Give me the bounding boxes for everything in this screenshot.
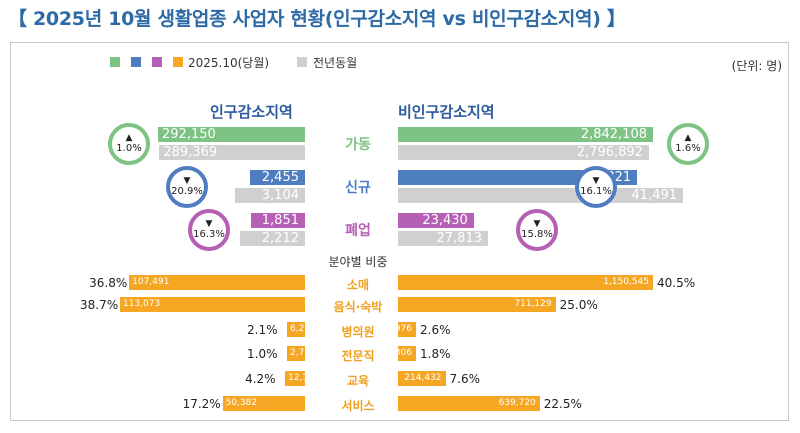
industry-right-value-2: 74,976 [380, 324, 413, 334]
right-previous-bar-2 [398, 231, 488, 246]
up-arrow-icon: ▲ [125, 133, 133, 143]
industry-left-value-4: 12,182 [288, 373, 320, 383]
change-percent: 16.1% [580, 186, 612, 197]
left-region-header: 인구감소지역 [210, 103, 293, 121]
industry-right-bar-5 [398, 396, 540, 411]
industry-right-share-3: 1.8% [420, 347, 451, 361]
industry-label-3: 전문직 [341, 349, 375, 363]
industry-left-share-1: 38.7% [80, 298, 119, 312]
industry-left-bar-3 [287, 346, 305, 361]
unit-label: (단위: 명) [731, 59, 782, 73]
industry-section-title: 분야별 비중 [328, 255, 388, 269]
change-percent: 16.3% [193, 229, 225, 240]
right-previous-value-0: 2,796,892 [576, 145, 643, 160]
legend-swatch-orange [173, 57, 183, 67]
left-current-bar-0 [158, 127, 305, 142]
industry-right-value-4: 214,432 [404, 373, 442, 383]
down-arrow-icon: ▼ [592, 176, 600, 186]
industry-left-value-3: 2,789 [290, 348, 316, 358]
metric-label-0: 가동 [345, 137, 371, 153]
industry-right-bar-4 [398, 371, 446, 386]
industry-left-bar-5 [222, 396, 305, 411]
right-current-bar-2 [398, 213, 474, 228]
chart-frame [10, 42, 789, 421]
industry-right-share-4: 7.6% [449, 372, 481, 386]
industry-right-bar-1 [398, 297, 556, 312]
industry-right-bar-3 [398, 346, 416, 361]
legend-swatch-gray [297, 57, 307, 67]
legend-current-label: 2025.10(당월) [188, 56, 270, 70]
industry-right-share-1: 25.0% [559, 298, 598, 312]
change-circle-left-2: ▼ 16.3% [188, 209, 230, 251]
change-percent: 1.0% [116, 143, 142, 154]
left-previous-value-0: 289,369 [163, 145, 218, 160]
industry-left-bar-2 [287, 322, 305, 337]
down-arrow-icon: ▼ [183, 176, 191, 186]
left-current-value-2: 1,851 [261, 213, 299, 228]
change-percent: 1.6% [675, 143, 701, 154]
change-circle-left-0: ▲ 1.0% [108, 123, 150, 165]
industry-label-5: 서비스 [341, 399, 375, 413]
right-previous-value-1: 41,491 [631, 188, 678, 203]
industry-left-value-1: 113,073 [123, 299, 161, 309]
industry-right-value-5: 639,720 [498, 398, 536, 408]
left-current-value-1: 2,455 [261, 170, 299, 185]
left-current-value-0: 292,150 [162, 127, 216, 142]
industry-left-bar-0 [129, 275, 305, 290]
legend-previous-label: 전년동월 [313, 56, 358, 70]
metric-label-2: 폐업 [345, 223, 371, 239]
industry-label-1: 음식·숙박 [333, 300, 383, 314]
page-title: 【 2025년 10월 생활업종 사업자 현황(인구감소지역 vs 비인구감소지… [8, 8, 626, 30]
change-circle-right-0: ▲ 1.6% [667, 123, 709, 165]
down-arrow-icon: ▼ [205, 219, 213, 229]
right-previous-value-2: 27,813 [436, 231, 483, 246]
down-arrow-icon: ▼ [533, 219, 541, 229]
right-region-header: 비인구감소지역 [398, 103, 495, 121]
industry-right-share-2: 2.6% [420, 323, 451, 337]
change-percent: 15.8% [521, 229, 553, 240]
industry-left-bar-4 [285, 371, 305, 386]
right-current-value-2: 23,430 [422, 213, 468, 228]
industry-label-4: 교육 [346, 374, 370, 388]
industry-left-share-4: 4.2% [245, 372, 276, 386]
left-previous-value-2: 2,212 [261, 231, 299, 246]
legend-swatch-blue [131, 57, 141, 67]
left-previous-bar-2 [240, 231, 305, 246]
legend-swatch-purple [152, 57, 162, 67]
legend-swatch-green [110, 57, 120, 67]
change-percent: 20.9% [171, 186, 203, 197]
industry-left-share-5: 17.2% [182, 397, 221, 411]
industry-label-2: 병의원 [341, 325, 375, 339]
right-previous-bar-0 [398, 145, 649, 160]
industry-right-value-0: 1,150,545 [603, 277, 649, 287]
industry-right-bar-0 [398, 275, 653, 290]
right-current-bar-0 [398, 127, 653, 142]
industry-right-share-0: 40.5% [657, 276, 696, 290]
industry-right-value-3: 51,306 [380, 348, 413, 358]
industry-right-bar-2 [398, 322, 416, 337]
industry-left-bar-1 [120, 297, 305, 312]
industry-right-share-5: 22.5% [543, 397, 582, 411]
change-circle-right-2: ▼ 15.8% [516, 209, 558, 251]
industry-left-share-3: 1.0% [247, 347, 278, 361]
left-previous-bar-0 [159, 145, 305, 160]
industry-left-value-0: 107,491 [132, 277, 170, 287]
left-current-bar-1 [249, 170, 305, 185]
industry-left-share-0: 36.8% [89, 276, 128, 290]
metric-label-1: 신규 [345, 180, 371, 196]
industry-label-0: 소매 [346, 278, 370, 292]
change-circle-left-1: ▼ 20.9% [166, 166, 208, 208]
left-current-bar-2 [250, 213, 305, 228]
industry-right-value-1: 711,129 [514, 299, 552, 309]
up-arrow-icon: ▲ [684, 133, 692, 143]
left-previous-bar-1 [235, 188, 305, 203]
right-current-value-0: 2,842,108 [580, 127, 647, 142]
industry-left-value-2: 6,233 [290, 324, 316, 334]
left-previous-value-1: 3,104 [261, 188, 299, 203]
industry-left-value-5: 50,382 [225, 398, 258, 408]
change-circle-right-1: ▼ 16.1% [575, 166, 617, 208]
industry-left-share-2: 2.1% [247, 323, 278, 337]
